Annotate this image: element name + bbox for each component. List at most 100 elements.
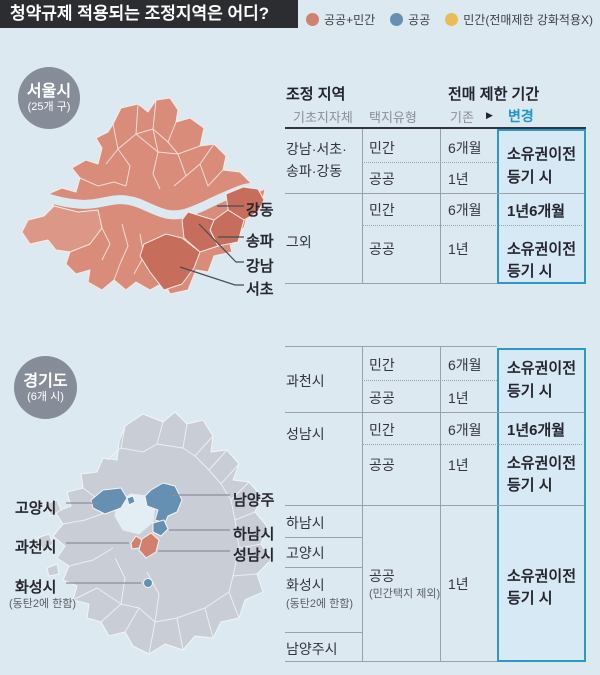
land-type-cell: 공공: [369, 390, 395, 406]
land-type-cell: 공공: [369, 457, 395, 473]
table-divider: [285, 346, 497, 347]
table-divider: [440, 129, 441, 284]
legend-item-private-exempt: 민간(전매제한 강화적용X): [445, 11, 593, 28]
after-period-cell: 등기 시: [507, 169, 553, 186]
before-period-cell: 1년: [448, 576, 469, 592]
land-type-note: (민간택지 제외): [369, 588, 441, 600]
after-period-cell: 등기 시: [507, 590, 553, 607]
gyeonggi-label-hwaseong-note: (동탄2에 한함): [9, 598, 77, 610]
legend-label: 공공: [408, 12, 431, 27]
before-period-cell: 6개월: [448, 140, 482, 156]
before-period-cell: 6개월: [448, 422, 482, 438]
after-period-cell: 소유권이전: [507, 146, 577, 163]
gyeonggi-region-cell: 과천시: [286, 373, 325, 389]
gangnam-leader-line: [198, 223, 244, 263]
legend-item-public: 공공: [390, 11, 430, 28]
table-subheader-land-type: 택지유형: [369, 110, 417, 125]
island: [44, 499, 62, 517]
legend-label: 공공+민간: [324, 12, 376, 27]
gyeonggi-label-hwaseong: 화성시: [15, 579, 57, 596]
table-header-period: 전매 제한 기간: [448, 86, 540, 103]
before-period-cell: 6개월: [448, 357, 482, 373]
table-header-region: 조정 지역: [286, 86, 346, 103]
seoul-change-highlight-box: [497, 129, 586, 284]
after-period-cell: 소유권이전: [507, 241, 577, 258]
table-subheader-municipality: 기초지자체: [293, 110, 353, 125]
table-divider: [285, 412, 584, 413]
before-period-cell: 1년: [448, 390, 469, 406]
gyeonggi-label-hanam: 하남시: [233, 526, 275, 543]
gyeonggi-badge-title: 경기도: [23, 372, 68, 390]
table-subheader-after: 변경: [508, 108, 534, 124]
gyeonggi-label-gwacheon: 과천시: [15, 539, 57, 556]
seoul-region-cell: 그외: [286, 234, 312, 250]
land-type-cell: 민간: [369, 202, 395, 218]
before-period-cell: 1년: [448, 457, 469, 473]
table-divider: [362, 225, 582, 226]
public-dot-icon: [390, 12, 404, 26]
region-goyang: [90, 487, 128, 515]
seocho-leader-line: [179, 266, 244, 286]
seoul-label-songpa: 송파: [246, 233, 274, 250]
after-period-cell: 등기 시: [507, 263, 553, 280]
after-period-cell: 소유권이전: [507, 568, 577, 585]
table-divider: [285, 661, 497, 662]
gyeonggi-region-note: (동탄2에 한함): [286, 598, 354, 610]
arrow-right-icon: ▶: [486, 110, 493, 120]
region-hanam: [152, 519, 169, 537]
legend: 공공+민간 공공 민간(전매제한 강화적용X): [306, 11, 593, 27]
region-goyang-fragment: [126, 495, 136, 506]
district-seocho: [139, 233, 201, 291]
seoul-map: [18, 97, 266, 295]
gyeonggi-badge-subtitle: (6개 시): [27, 390, 64, 403]
gyeonggi-region-cell: 남양주시: [286, 641, 338, 657]
table-subheader-before: 기존: [450, 110, 474, 125]
after-period-cell: 소유권이전: [507, 360, 577, 377]
table-divider: [362, 346, 363, 662]
island: [46, 563, 60, 577]
table-divider: [285, 193, 584, 194]
before-period-cell: 6개월: [448, 202, 482, 218]
seoul-region-cell: 강남·서초·: [286, 141, 347, 157]
private-exempt-dot-icon: [445, 12, 459, 26]
seoul-hole: [114, 493, 156, 535]
seoul-region-cell: 송파·강동: [286, 163, 343, 179]
table-divider: [285, 567, 362, 568]
region-namyangju: [144, 482, 183, 524]
gyeonggi-badge: 경기도 (6개 시): [14, 356, 77, 419]
land-type-cell: 민간: [369, 140, 395, 156]
land-type-cell: 민간: [369, 357, 395, 373]
gyeonggi-region-cell: 하남시: [286, 515, 325, 531]
land-type-cell: 공공: [369, 568, 395, 584]
region-dongtan2-dot: [143, 578, 153, 588]
seoul-label-gangnam: 강남: [246, 258, 274, 275]
table-divider: [362, 444, 582, 445]
before-period-cell: 1년: [448, 241, 469, 257]
region-seongnam: [138, 532, 160, 559]
legend-item-public-private: 공공+민간: [306, 11, 375, 28]
after-period-cell: 1년6개월: [507, 422, 566, 439]
before-period-cell: 1년: [448, 171, 469, 187]
seoul-label-seocho: 서초: [246, 281, 274, 298]
seoul-badge: 서울시 (25개 구): [18, 67, 80, 129]
land-type-cell: 공공: [369, 241, 395, 257]
after-period-cell: 소유권이전: [507, 455, 577, 472]
island: [36, 533, 54, 551]
table-divider: [285, 283, 497, 284]
seoul-label-gangdong: 강동: [246, 202, 274, 219]
legend-label: 민간(전매제한 강화적용X): [463, 12, 593, 27]
gyeonggi-label-seongnam: 성남시: [233, 547, 275, 564]
table-divider: [285, 537, 362, 538]
gyeonggi-region-cell: 화성시: [286, 577, 325, 593]
district-gangnam: [181, 211, 219, 253]
table-divider: [440, 346, 441, 662]
table-divider: [285, 505, 584, 506]
gyeonggi-label-goyang: 고양시: [15, 500, 57, 517]
seoul-badge-title: 서울시: [26, 83, 72, 100]
after-period-cell: 1년6개월: [507, 203, 566, 220]
land-type-cell: 공공: [369, 171, 395, 187]
gyeonggi-label-namyangju: 남양주: [233, 492, 275, 509]
gyeonggi-map: [36, 411, 272, 655]
after-period-cell: 등기 시: [507, 477, 553, 494]
